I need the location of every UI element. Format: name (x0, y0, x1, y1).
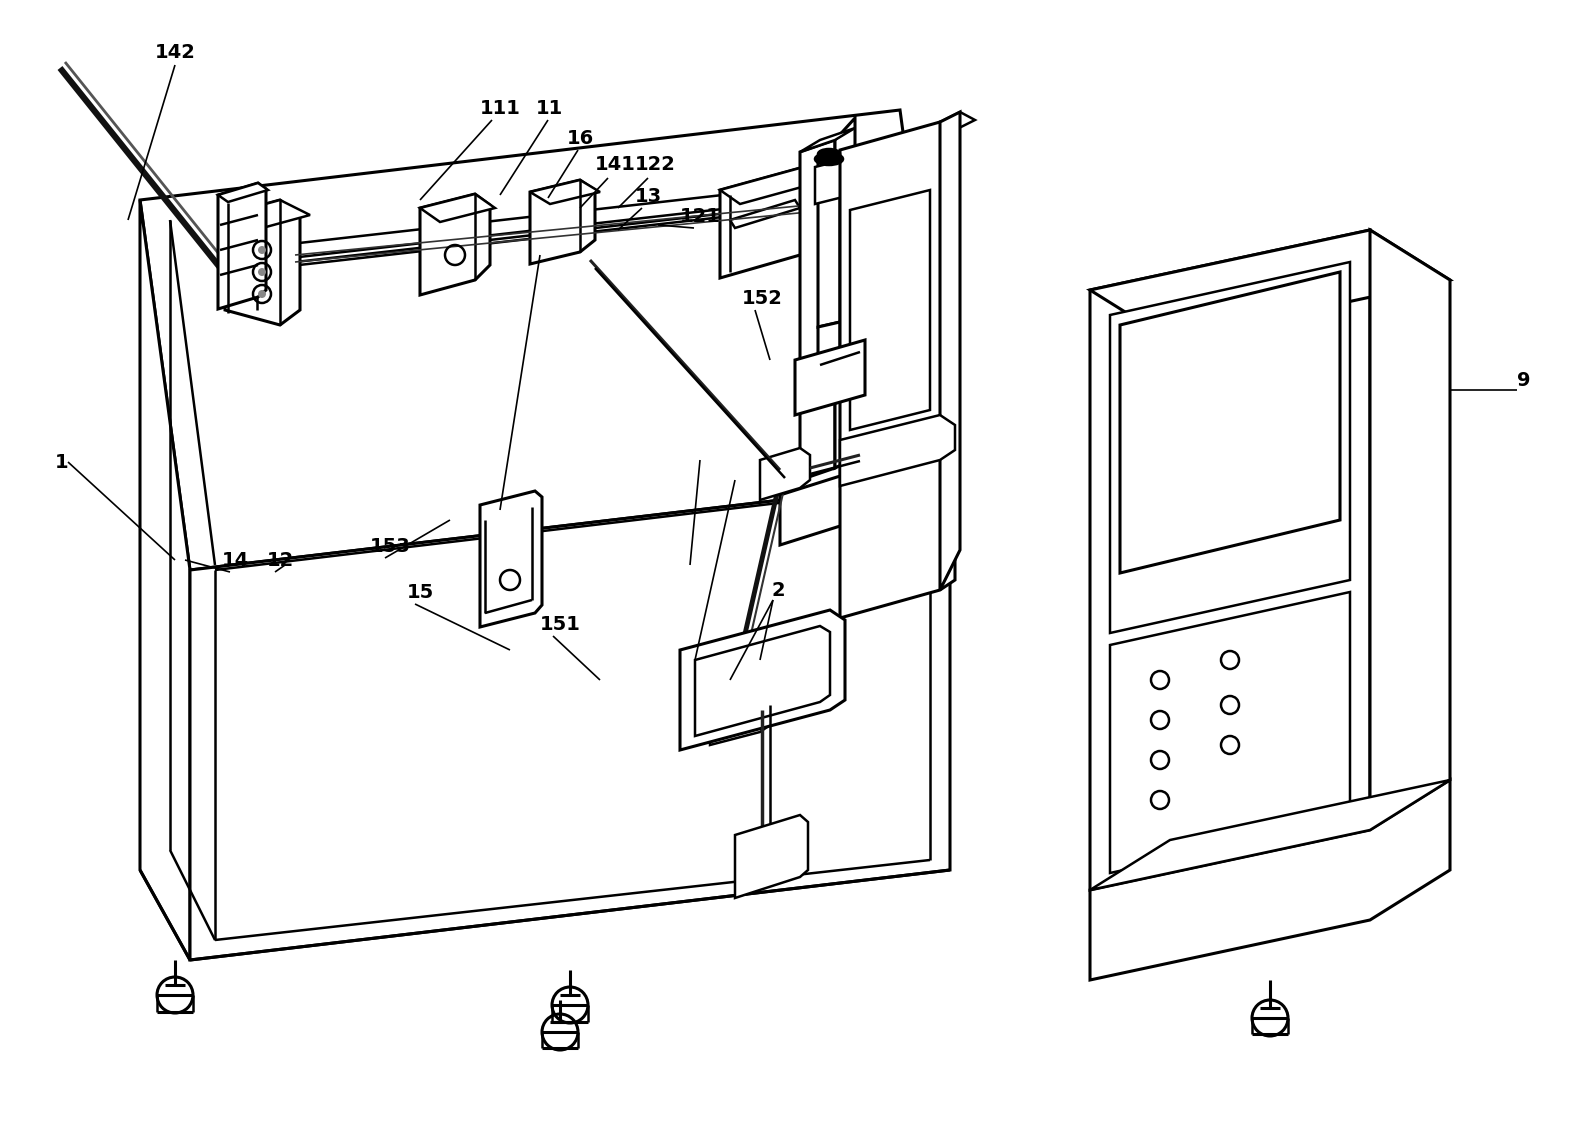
Polygon shape (1090, 230, 1449, 340)
Polygon shape (139, 200, 190, 960)
Text: 111: 111 (480, 98, 521, 117)
Polygon shape (710, 682, 770, 744)
Polygon shape (1370, 230, 1449, 830)
Polygon shape (1110, 592, 1350, 873)
Text: 122: 122 (635, 156, 675, 175)
Polygon shape (840, 122, 955, 618)
Text: 13: 13 (635, 186, 662, 205)
Text: 152: 152 (741, 289, 782, 308)
Polygon shape (779, 465, 885, 545)
Text: 153: 153 (369, 537, 410, 555)
Polygon shape (840, 415, 955, 486)
Polygon shape (1110, 262, 1350, 633)
Text: 11: 11 (535, 98, 562, 117)
Polygon shape (939, 112, 976, 130)
Text: 141: 141 (594, 156, 635, 175)
Polygon shape (255, 180, 860, 266)
Text: 16: 16 (567, 129, 594, 148)
Polygon shape (190, 481, 950, 960)
Polygon shape (1090, 779, 1449, 890)
Polygon shape (800, 127, 855, 152)
Polygon shape (480, 491, 542, 627)
Polygon shape (816, 160, 843, 204)
Polygon shape (680, 610, 844, 750)
Polygon shape (1120, 272, 1340, 573)
Polygon shape (721, 168, 816, 277)
Polygon shape (420, 194, 489, 296)
Text: 121: 121 (680, 206, 721, 226)
Polygon shape (735, 816, 808, 898)
Polygon shape (939, 112, 960, 590)
Ellipse shape (817, 149, 840, 159)
Polygon shape (219, 183, 268, 202)
Polygon shape (225, 200, 310, 230)
Circle shape (258, 290, 266, 298)
Polygon shape (531, 180, 600, 204)
Text: 2: 2 (771, 581, 784, 599)
Text: 151: 151 (540, 615, 580, 634)
Polygon shape (817, 321, 840, 393)
Polygon shape (795, 340, 865, 415)
Polygon shape (219, 183, 266, 309)
Polygon shape (817, 152, 840, 327)
Text: 15: 15 (407, 582, 434, 601)
Polygon shape (1090, 230, 1370, 890)
Text: 9: 9 (1517, 370, 1530, 389)
Polygon shape (730, 200, 800, 228)
Text: 1: 1 (55, 452, 68, 472)
Polygon shape (800, 140, 835, 481)
Circle shape (258, 268, 266, 276)
Polygon shape (231, 200, 265, 228)
Polygon shape (721, 168, 821, 204)
Polygon shape (851, 190, 930, 430)
Polygon shape (1090, 779, 1449, 980)
Text: 14: 14 (222, 550, 249, 570)
Polygon shape (835, 118, 855, 468)
Polygon shape (760, 448, 809, 500)
Polygon shape (225, 200, 299, 325)
Circle shape (258, 246, 266, 254)
Polygon shape (139, 111, 950, 570)
Polygon shape (420, 194, 494, 222)
Text: 142: 142 (155, 43, 195, 62)
Polygon shape (531, 180, 596, 264)
Polygon shape (695, 626, 830, 735)
Ellipse shape (816, 153, 843, 165)
Text: 12: 12 (266, 550, 293, 570)
